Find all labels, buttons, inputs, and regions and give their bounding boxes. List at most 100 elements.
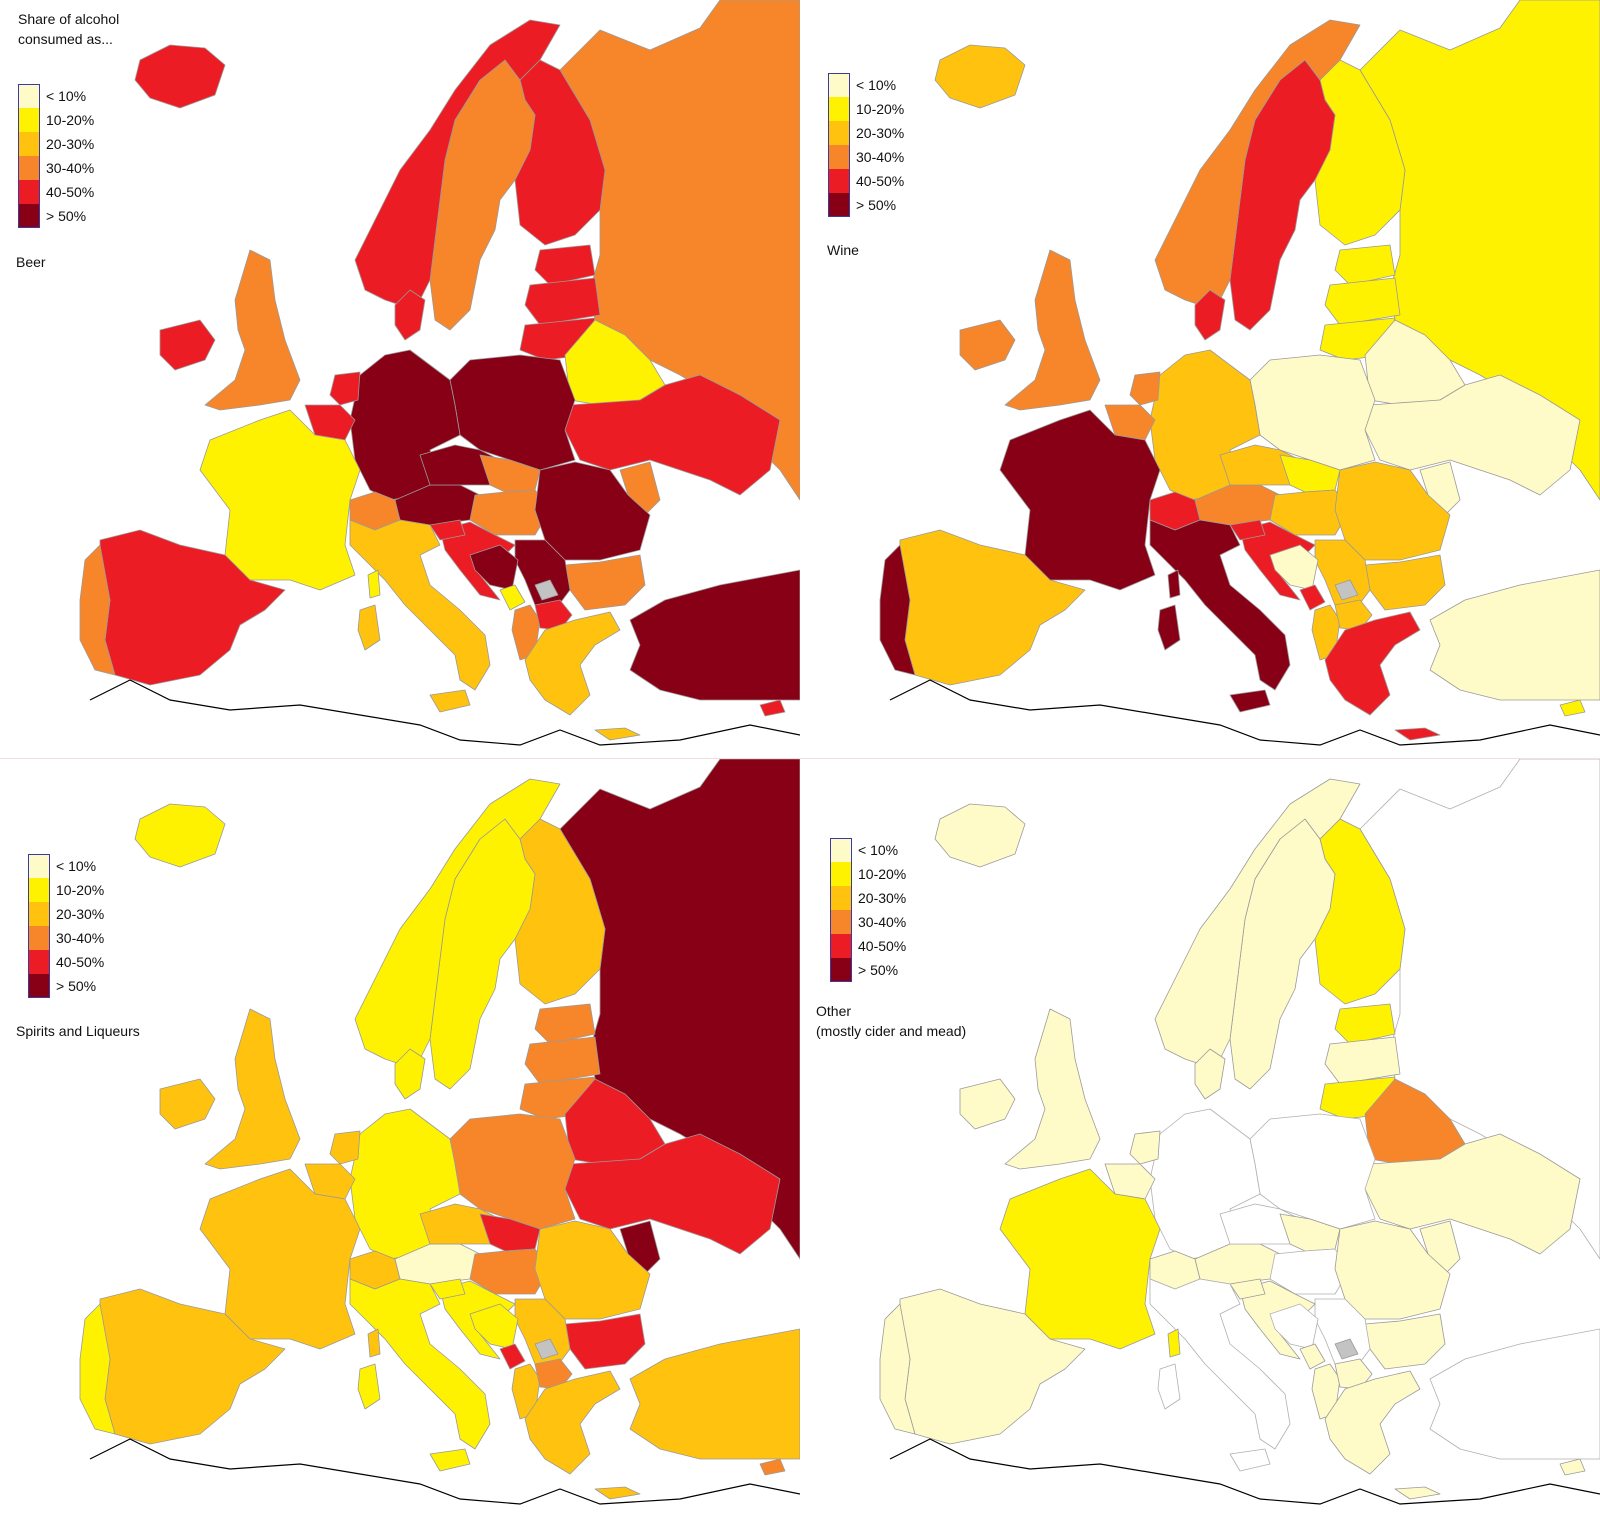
region-france [999, 409, 1161, 591]
region-slovenia [1229, 519, 1266, 541]
region-portugal [79, 1303, 116, 1435]
region-cyprus [759, 1458, 786, 1476]
map-title: Share of alcohol consumed as... [18, 11, 120, 47]
region-ireland [159, 319, 216, 371]
legend-item: 10-20% [28, 878, 104, 902]
legend-label: 20-30% [858, 890, 907, 906]
region-italy [1149, 1278, 1291, 1450]
legend-swatch [18, 204, 40, 228]
region-turkey [1429, 1328, 1600, 1460]
legend-label: 20-30% [56, 906, 105, 922]
region-romania [1334, 461, 1451, 561]
legend-label: > 50% [46, 208, 87, 224]
legend-label: 30-40% [856, 149, 905, 165]
region-estonia [534, 244, 596, 286]
legend-item: 30-40% [830, 910, 906, 934]
region-crete [594, 1486, 641, 1500]
legend-label: > 50% [858, 962, 899, 978]
legend-swatch [828, 121, 850, 145]
region-romania [534, 1220, 651, 1320]
legend-item: 30-40% [828, 145, 904, 169]
region-turkey [1429, 569, 1600, 701]
region-denmark [394, 289, 426, 341]
region-belgium [1104, 404, 1156, 441]
region-latvia [1324, 277, 1401, 326]
region-ireland [159, 1078, 216, 1130]
legend-item: > 50% [830, 958, 906, 982]
region-sicily [1229, 1448, 1271, 1472]
region-corsica [1167, 569, 1181, 599]
region-uk [204, 249, 301, 411]
panel-divider-horizontal [0, 757, 1600, 759]
legend-item: 20-30% [28, 902, 104, 926]
legend-label: 10-20% [56, 882, 105, 898]
region-kosovo [1334, 1338, 1359, 1360]
region-sardinia [357, 604, 381, 651]
legend-label: 10-20% [858, 866, 907, 882]
other-caption: Other (mostly cider and mead) [816, 1003, 967, 1039]
region-estonia [1334, 244, 1396, 286]
legend-item: 40-50% [18, 180, 94, 204]
legend-swatch [830, 934, 852, 958]
legend-swatch [28, 878, 50, 902]
legend-label: 40-50% [46, 184, 95, 200]
other-legend: < 10% 10-20% 20-30% 30-40% 40-50% > 50% [830, 838, 906, 982]
region-kosovo [534, 579, 559, 601]
other-map [879, 759, 1600, 1505]
legend-label: > 50% [56, 978, 97, 994]
region-netherlands [329, 1130, 361, 1165]
region-estonia [534, 1003, 596, 1045]
region-netherlands [1129, 371, 1161, 406]
legend-label: > 50% [856, 197, 897, 213]
region-uk [1004, 249, 1101, 411]
wine-country-layer [879, 0, 1600, 741]
spirits-map-panel: < 10% 10-20% 20-30% 30-40% 40-50% > 50% Spiri… [0, 759, 800, 1517]
legend-item: > 50% [828, 193, 904, 217]
region-uk [1004, 1008, 1101, 1170]
spirits-legend: < 10% 10-20% 20-30% 30-40% 40-50% > 50% [28, 854, 104, 998]
north-africa-coastline [89, 1438, 800, 1505]
region-italy [1149, 519, 1291, 691]
legend-item: > 50% [28, 974, 104, 998]
region-moldova [619, 461, 661, 521]
legend-swatch [828, 97, 850, 121]
region-slovenia [1229, 1278, 1266, 1300]
legend-swatch [18, 108, 40, 132]
region-corsica [1167, 1328, 1181, 1358]
legend-swatch [828, 169, 850, 193]
legend-label: 30-40% [56, 930, 105, 946]
legend-swatch [28, 902, 50, 926]
region-estonia [1334, 1003, 1396, 1045]
region-cyprus [1559, 1458, 1586, 1476]
beer-legend: < 10% 10-20% 20-30% 30-40% 40-50% > 50% [18, 84, 94, 228]
region-sardinia [357, 1363, 381, 1410]
region-iceland [934, 44, 1026, 109]
wine-caption: Wine [827, 242, 859, 258]
legend-label: 30-40% [46, 160, 95, 176]
legend-item: 40-50% [28, 950, 104, 974]
region-moldova [619, 1220, 661, 1280]
beer-caption: Beer [16, 254, 46, 270]
region-montenegro [499, 1343, 526, 1370]
region-greece [524, 1370, 621, 1475]
region-montenegro [1299, 1343, 1326, 1370]
region-sicily [429, 1448, 471, 1472]
legend-item: < 10% [830, 838, 906, 862]
region-uk [204, 1008, 301, 1170]
spirits-country-layer [79, 759, 800, 1500]
region-belgium [304, 404, 356, 441]
legend-swatch [18, 132, 40, 156]
region-iceland [134, 44, 226, 109]
region-sicily [429, 689, 471, 713]
legend-swatch [18, 84, 40, 108]
north-africa-coastline [89, 679, 800, 746]
region-greece [1324, 1370, 1421, 1475]
region-denmark [394, 1048, 426, 1100]
region-turkey [629, 1328, 800, 1460]
region-crete [1394, 1486, 1441, 1500]
region-montenegro [499, 584, 526, 611]
wine-legend: < 10% 10-20% 20-30% 30-40% 40-50% > 50% [828, 73, 904, 217]
legend-item: 40-50% [830, 934, 906, 958]
region-turkey [629, 569, 800, 701]
legend-label: 10-20% [46, 112, 95, 128]
